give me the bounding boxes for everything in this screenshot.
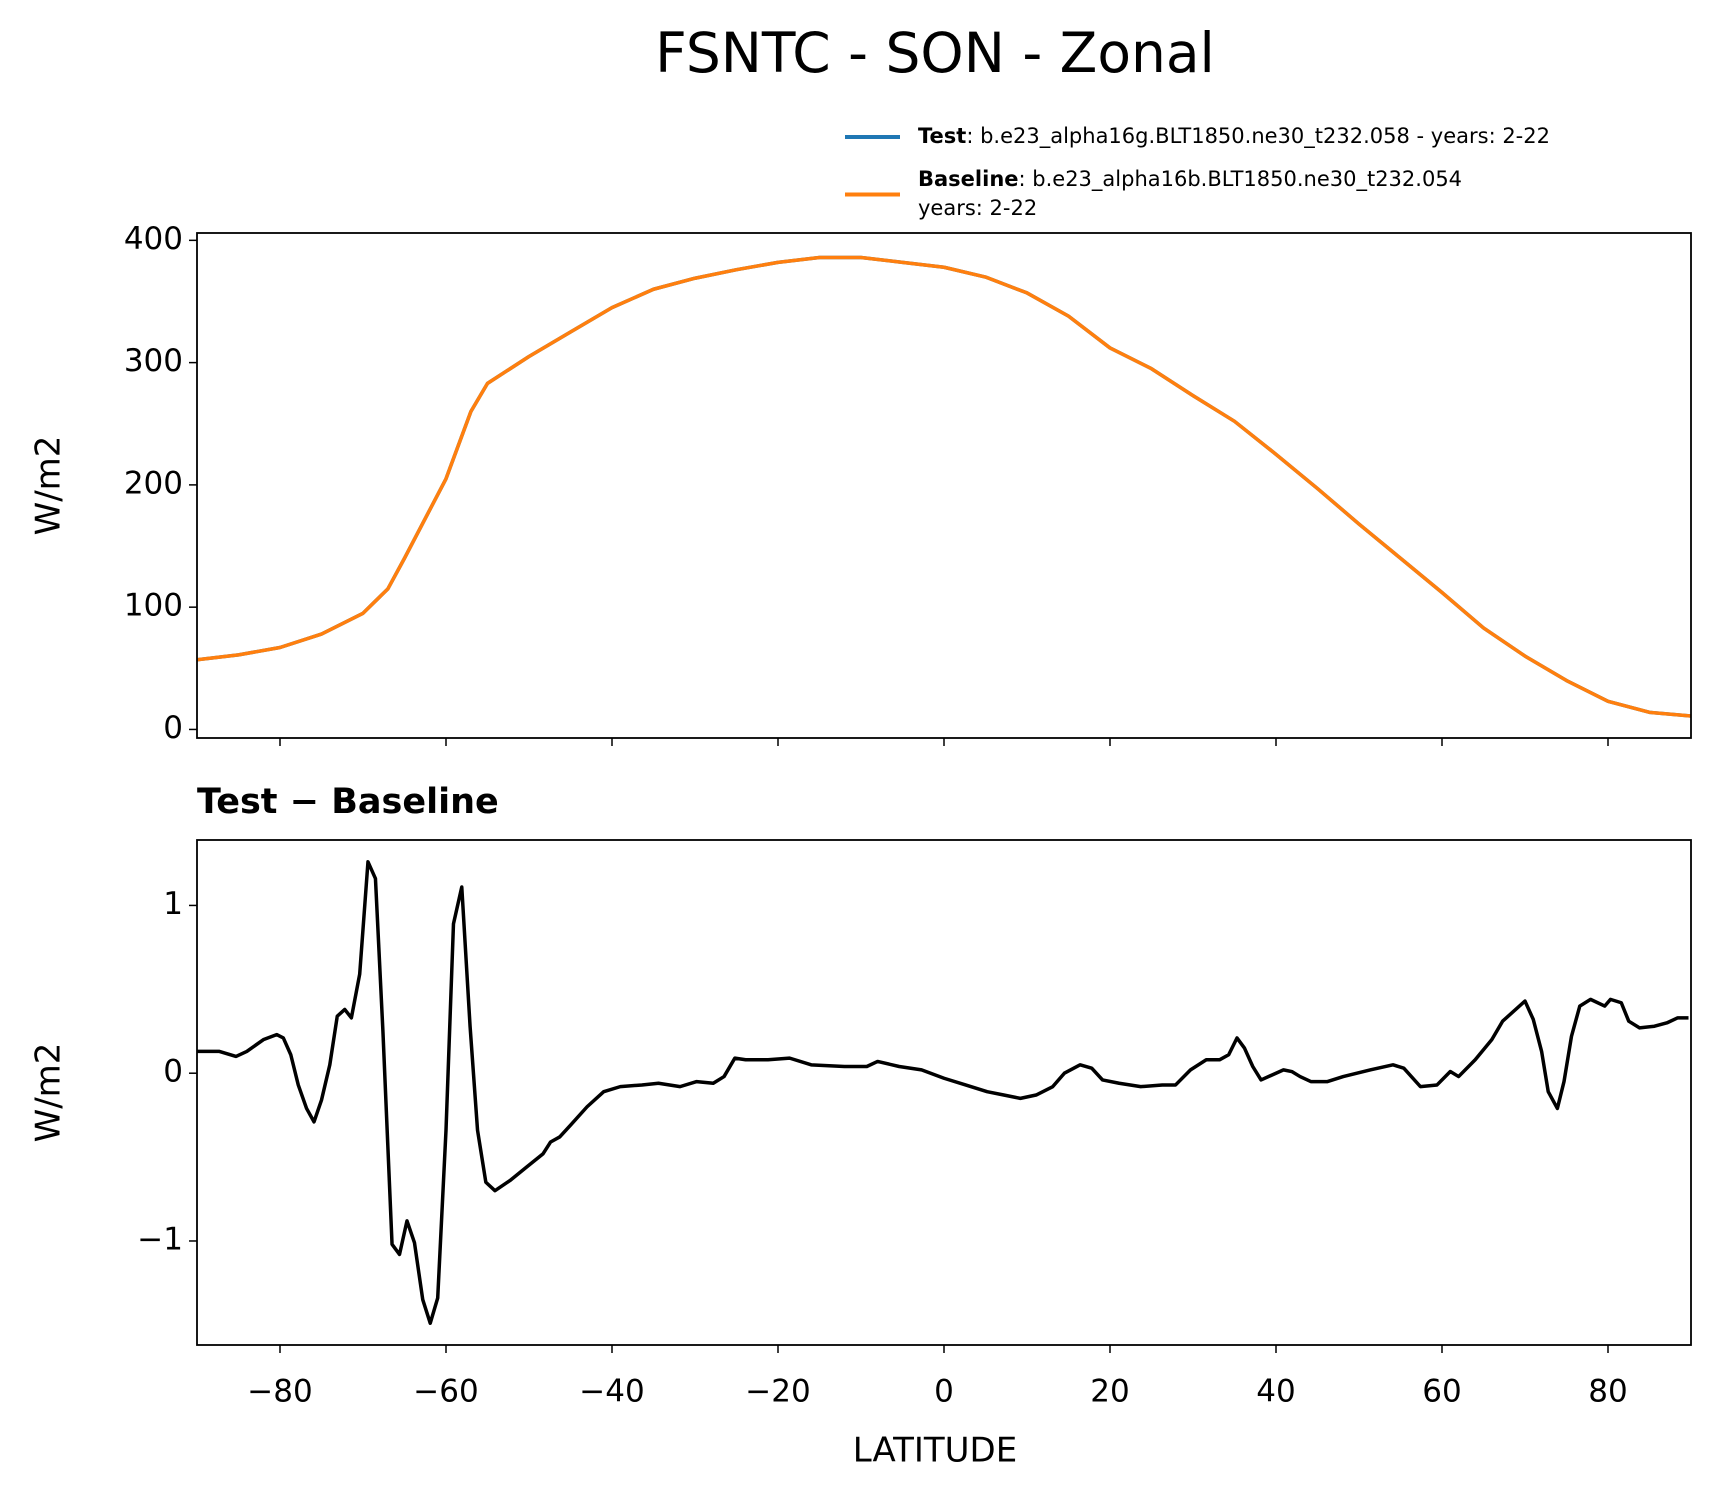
x-tick-label: 40 (1256, 1374, 1295, 1410)
y-tick-label: 300 (124, 343, 183, 379)
data-line (197, 255, 1691, 718)
panel-title: Test − Baseline (197, 782, 499, 822)
x-tick-label: −60 (413, 1374, 478, 1410)
y-tick-label: −1 (137, 1221, 183, 1257)
legend-entry: Baseline: b.e23_alpha16b.BLT1850.ne30_t2… (918, 167, 1462, 192)
data-line (197, 860, 1689, 1325)
y-axis-label: W/m2 (29, 436, 69, 536)
y-axis-label: W/m2 (29, 1043, 69, 1143)
legend-text: : b.e23_alpha16b.BLT1850.ne30_t232.054 (1019, 167, 1463, 192)
x-tick-label: −40 (579, 1374, 644, 1410)
y-tick-label: 100 (124, 588, 183, 624)
legend-name: Test (918, 124, 966, 148)
y-tick-label: 0 (163, 710, 183, 746)
x-axis-label: LATITUDE (853, 1431, 1017, 1471)
plot-frame (196, 839, 1692, 1346)
y-tick-label: 400 (124, 221, 183, 257)
y-tick-label: 200 (124, 465, 183, 501)
legend-name: Baseline (918, 167, 1019, 191)
x-tick-label: 60 (1422, 1374, 1461, 1410)
legend-text: years: 2-22 (918, 196, 1037, 220)
legend-entry: Test: b.e23_alpha16g.BLT1850.ne30_t232.0… (918, 124, 1550, 149)
x-tick-label: 0 (934, 1374, 954, 1410)
x-tick-label: 20 (1090, 1374, 1129, 1410)
plot-frame (196, 232, 1692, 739)
y-tick-label: 1 (163, 886, 183, 922)
y-tick-label: 0 (163, 1054, 183, 1090)
x-tick-label: −80 (247, 1374, 312, 1410)
x-tick-label: 80 (1588, 1374, 1627, 1410)
x-tick-label: −20 (745, 1374, 810, 1410)
legend-text: : b.e23_alpha16g.BLT1850.ne30_t232.058 -… (966, 124, 1550, 149)
chart-title: FSNTC - SON - Zonal (655, 21, 1215, 85)
data-line (197, 255, 1691, 718)
